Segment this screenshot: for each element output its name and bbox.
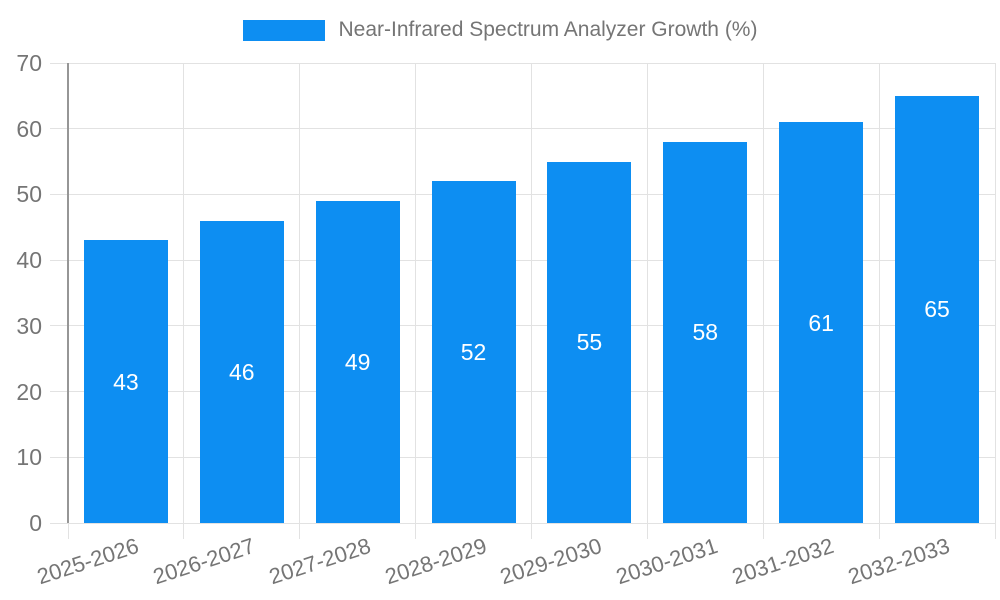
y-axis-label: 30	[16, 312, 42, 339]
y-axis-line	[67, 63, 69, 523]
y-axis-tick	[50, 128, 68, 130]
bar-value-label: 55	[576, 329, 603, 356]
bar: 46	[199, 220, 284, 523]
bar: 61	[779, 122, 864, 523]
x-axis-tick	[183, 523, 185, 539]
legend: Near-Infrared Spectrum Analyzer Growth (…	[0, 18, 1000, 42]
y-axis-tick	[50, 325, 68, 327]
plot-area: 0 10 20 30 40 50 60 70 43 2025-2026 46 2026-2027 49 2…	[16, 50, 996, 589]
bar-value-label: 58	[692, 319, 719, 346]
y-axis-label: 50	[16, 181, 42, 208]
y-axis-label: 20	[16, 378, 42, 405]
legend-swatch	[242, 19, 325, 41]
bar: 58	[663, 141, 748, 523]
bar-value-label: 65	[924, 296, 950, 323]
bar: 55	[547, 161, 632, 523]
y-axis-tick	[50, 522, 68, 524]
bar: 65	[895, 95, 980, 523]
gridline-vertical	[415, 63, 417, 523]
x-axis-tick	[67, 523, 69, 539]
gridline-vertical	[646, 63, 648, 523]
gridline-vertical	[183, 63, 185, 523]
bar-value-label: 52	[460, 339, 487, 366]
gridline-vertical	[762, 63, 764, 523]
y-axis-label: 60	[16, 115, 42, 142]
y-axis-label: 10	[16, 444, 42, 471]
x-axis-tick	[299, 523, 301, 539]
x-axis-tick	[762, 523, 764, 539]
y-axis-tick	[50, 62, 68, 64]
x-axis-tick	[531, 523, 532, 539]
x-axis-tick	[878, 523, 880, 539]
legend-label: Near-Infrared Spectrum Analyzer Growth (…	[338, 18, 758, 41]
bar-value-label: 46	[229, 358, 255, 385]
y-axis-tick	[50, 456, 68, 458]
y-axis-label: 70	[16, 50, 42, 76]
x-axis-tick	[646, 523, 648, 539]
y-axis-label: 0	[29, 510, 42, 536]
gridline-vertical	[878, 63, 880, 523]
x-axis-tick	[994, 523, 996, 539]
y-axis-tick	[50, 259, 68, 261]
gridline-vertical	[531, 63, 532, 523]
bar: 43	[83, 240, 168, 523]
gridline-vertical	[994, 63, 996, 523]
bar-value-label: 43	[113, 368, 139, 395]
bar: 49	[315, 201, 400, 523]
bar-value-label: 61	[808, 309, 834, 336]
gridline-vertical	[299, 63, 301, 523]
bar-value-label: 49	[344, 349, 371, 375]
bar: 52	[431, 181, 516, 523]
x-axis-tick	[415, 523, 417, 539]
y-axis-tick	[50, 391, 68, 393]
y-axis-tick	[50, 193, 68, 195]
y-axis-label: 40	[16, 247, 42, 274]
